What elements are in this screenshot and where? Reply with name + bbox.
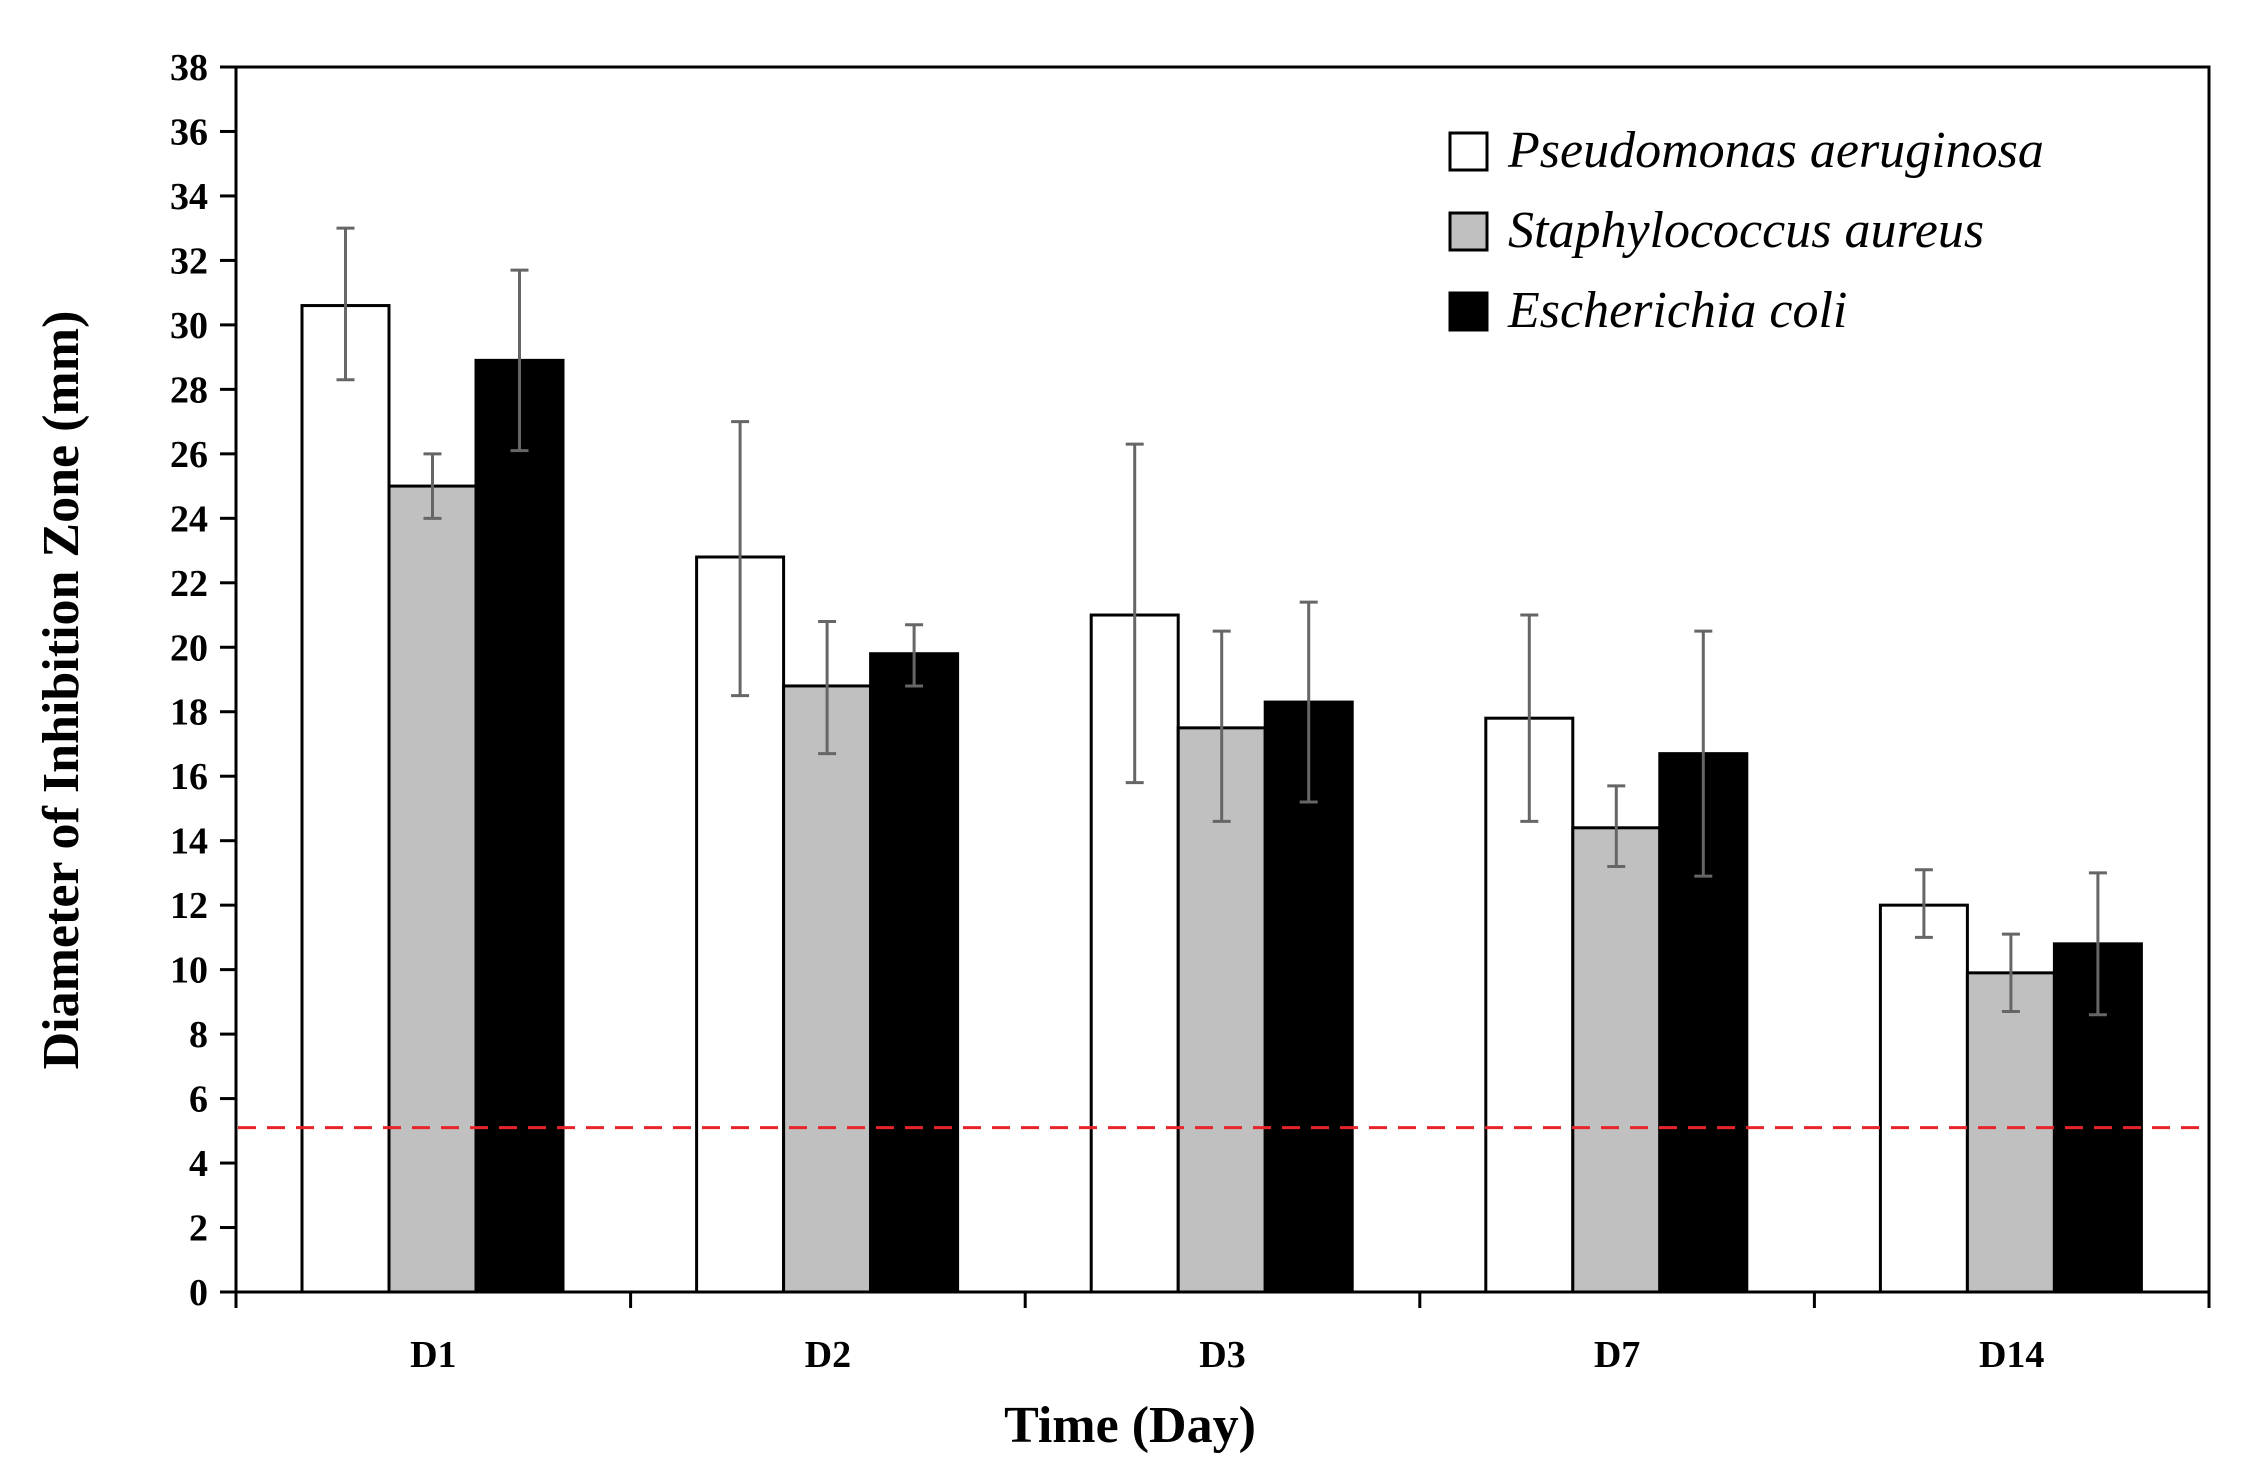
y-tick-label: 8 — [189, 1014, 208, 1056]
x-tick-label: D14 — [1979, 1334, 2044, 1376]
y-tick-label: 30 — [170, 305, 208, 347]
y-tick-label: 16 — [170, 756, 208, 798]
y-tick-label: 6 — [189, 1079, 208, 1121]
bar — [387, 484, 478, 1294]
bar — [1965, 971, 2056, 1294]
bar — [474, 358, 565, 1294]
x-axis: D1 D2 D3 D7 D14 — [234, 1292, 2211, 1376]
y-tick-label: 0 — [189, 1272, 208, 1314]
y-tick-label: 2 — [189, 1208, 208, 1250]
error-bars-layer — [336, 226, 2107, 1017]
x-tick-label: D1 — [410, 1334, 456, 1376]
y-tick-label: 28 — [170, 369, 208, 411]
y-tick-label: 18 — [170, 692, 208, 734]
y-tick-label: 24 — [170, 498, 208, 540]
legend-swatch — [1448, 211, 1489, 252]
bar — [869, 652, 960, 1294]
legend-label: Pseudomonas aeruginosa — [1507, 122, 2044, 179]
y-tick-label: 20 — [170, 627, 208, 669]
y-tick-label: 10 — [170, 950, 208, 992]
y-tick-label: 36 — [170, 111, 208, 153]
y-tick-label: 22 — [170, 563, 208, 605]
bar — [300, 304, 391, 1294]
legend: Pseudomonas aeruginosa Staphylococcus aur… — [1448, 122, 2044, 339]
bar — [1571, 826, 1662, 1294]
x-tick-label: D3 — [1199, 1334, 1245, 1376]
y-tick-label: 14 — [170, 821, 208, 863]
y-tick-label: 34 — [170, 176, 208, 218]
bar — [1878, 903, 1969, 1294]
x-tick-label: D2 — [805, 1334, 851, 1376]
legend-swatch — [1448, 131, 1489, 172]
y-tick-label: 38 — [170, 47, 208, 89]
y-tick-label: 12 — [170, 885, 208, 927]
y-axis-title: Diameter of Inhibition Zone (mm) — [33, 311, 90, 1070]
y-tick-label: 4 — [189, 1143, 208, 1185]
y-tick-label: 32 — [170, 240, 208, 282]
legend-label: Escherichia coli — [1507, 282, 1847, 339]
y-tick-label: 26 — [170, 434, 208, 476]
legend-label: Staphylococcus aureus — [1508, 202, 1984, 259]
x-axis-title: Time (Day) — [1004, 1397, 1256, 1454]
x-tick-label: D7 — [1594, 1334, 1640, 1376]
legend-swatch — [1448, 291, 1489, 332]
bar — [782, 684, 873, 1294]
